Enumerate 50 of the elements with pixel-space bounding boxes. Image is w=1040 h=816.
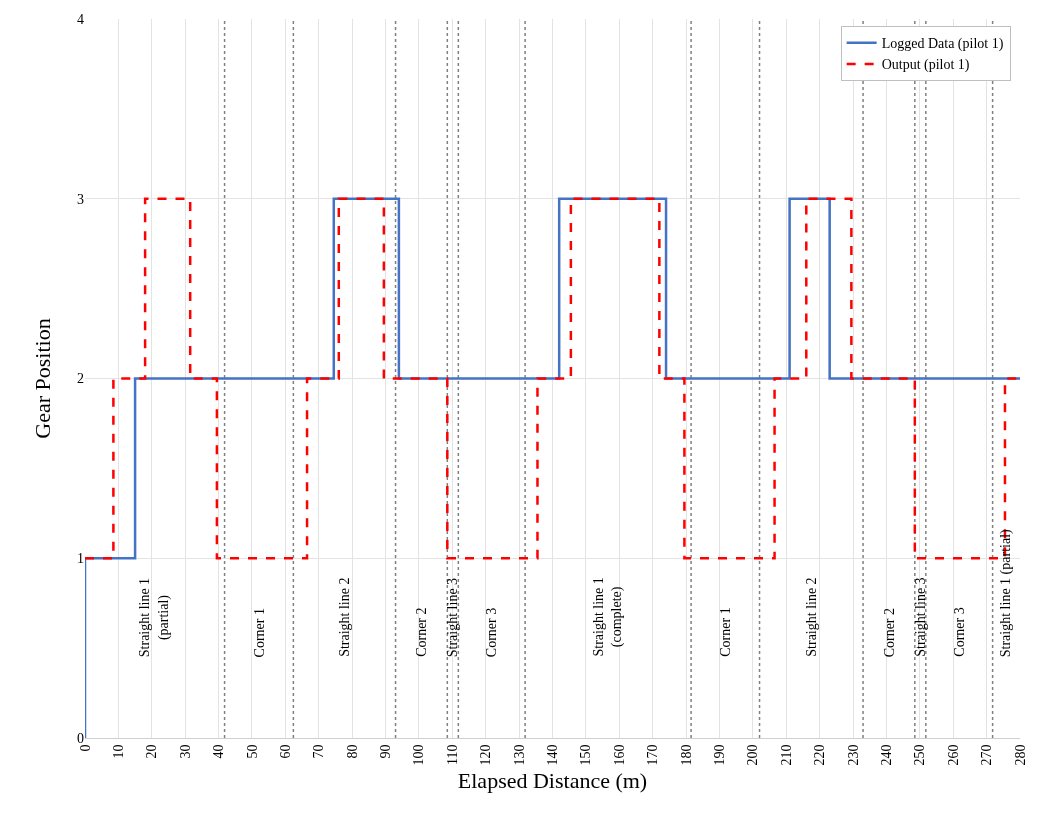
annotation: Corner 3 [951, 607, 967, 657]
x-tick-label: 210 [778, 744, 794, 766]
y-tick-label: 0 [77, 730, 84, 746]
x-tick-label: 100 [411, 744, 427, 766]
annotation: Corner 3 [484, 607, 500, 658]
annotation: Straight line 1 (partial) [998, 528, 1015, 658]
x-tick-label: 80 [344, 744, 360, 759]
x-tick-label: 130 [511, 744, 527, 766]
annotation: Corner 2 [414, 607, 430, 657]
y-axis-title: Gear Position [29, 318, 55, 439]
x-tick-label: 50 [244, 744, 260, 759]
legend-label: Output (pilot 1) [881, 57, 970, 74]
x-tick-label: 90 [378, 744, 394, 759]
y-tick-label: 2 [77, 371, 84, 387]
x-tick-label: 60 [277, 744, 293, 759]
legend-label: Logged Data (pilot 1) [881, 36, 1004, 53]
x-tick-label: 170 [645, 744, 661, 766]
annotation: Corner 1 [251, 608, 267, 658]
annotation: Straight line 3 [445, 577, 461, 658]
x-tick-label: 10 [110, 744, 126, 759]
annotation: Corner 1 [717, 607, 733, 657]
x-tick-label: 160 [611, 744, 627, 766]
annotation: Straight line 1 (complete) [590, 577, 625, 657]
annotation: Straight line 3 [912, 577, 928, 657]
annotation: Straight line 2 [337, 577, 353, 657]
x-tick-label: 200 [745, 744, 761, 766]
y-tick-label: 4 [77, 11, 84, 27]
x-tick-label: 110 [444, 744, 460, 766]
x-axis-title: Elapsed Distance (m) [457, 768, 648, 794]
annotation: Straight line 2 [803, 577, 819, 657]
y-tick-label: 3 [77, 191, 84, 207]
annotation: Corner 2 [881, 607, 897, 658]
x-tick-label: 230 [845, 744, 861, 766]
x-tick-label: 140 [545, 744, 561, 766]
x-tick-label: 120 [478, 744, 494, 766]
x-tick-label: 20 [144, 744, 160, 759]
x-tick-label: 270 [979, 744, 995, 766]
x-tick-label: 280 [1012, 744, 1028, 766]
annotation: Straight line 1 (partial) [137, 577, 172, 658]
x-tick-label: 220 [812, 744, 828, 766]
x-tick-label: 30 [177, 744, 193, 759]
x-tick-label: 40 [211, 744, 227, 759]
x-tick-label: 70 [311, 744, 327, 759]
x-tick-label: 260 [945, 744, 961, 766]
x-tick-label: 190 [712, 744, 728, 766]
x-tick-label: 250 [912, 744, 928, 766]
x-tick-label: 240 [878, 744, 894, 766]
y-tick-label: 1 [77, 551, 84, 567]
x-tick-label: 150 [578, 744, 594, 766]
x-tick-label: 180 [678, 744, 694, 766]
